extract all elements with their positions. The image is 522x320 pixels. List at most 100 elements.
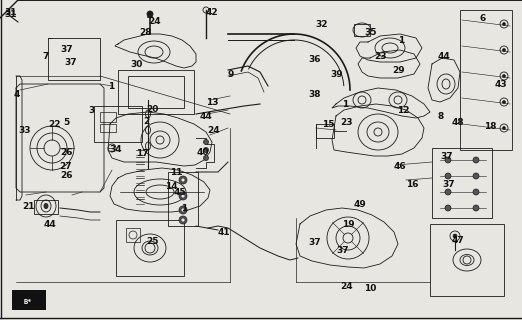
Text: 26: 26 [60,148,73,157]
Text: 44: 44 [44,220,57,229]
Circle shape [503,75,505,77]
Bar [48,38,100,80]
Text: 47: 47 [452,236,465,245]
Ellipse shape [44,204,48,209]
Text: 31: 31 [4,10,17,19]
Text: 46: 46 [394,162,407,171]
Text: 11: 11 [170,168,183,177]
Text: 16: 16 [406,180,419,189]
Circle shape [181,208,185,212]
Text: 2: 2 [143,117,149,126]
Text: 21: 21 [22,202,34,211]
Text: 24: 24 [207,126,220,135]
Text: 37: 37 [308,238,321,247]
Bar [100,124,116,132]
Text: 37: 37 [336,246,349,255]
Bar [94,106,142,142]
Text: 38: 38 [308,90,321,99]
Text: 24: 24 [340,282,353,291]
Text: 22: 22 [48,120,61,129]
Circle shape [445,189,451,195]
Circle shape [503,100,505,103]
Text: 18: 18 [484,122,496,131]
Bar [316,124,334,138]
Circle shape [179,192,187,200]
Circle shape [147,11,153,17]
Text: 24: 24 [148,17,161,26]
Text: 32: 32 [315,20,327,29]
Text: 37: 37 [440,152,453,161]
Bar [460,10,512,150]
Text: 28: 28 [139,28,151,37]
Text: 44: 44 [438,52,451,61]
Circle shape [181,194,185,198]
Text: 13: 13 [206,98,219,107]
Circle shape [503,126,505,130]
Bar [128,76,184,108]
Text: 49: 49 [354,200,367,209]
Text: 35: 35 [364,28,376,37]
Circle shape [204,156,208,161]
Circle shape [179,176,187,184]
Text: 40: 40 [197,148,209,157]
Text: 1: 1 [342,100,348,109]
Text: 8: 8 [438,112,444,121]
Text: 12: 12 [397,106,409,115]
Text: 5: 5 [63,118,69,127]
Circle shape [179,216,187,224]
Text: 7: 7 [42,52,49,61]
Text: 15: 15 [322,120,335,129]
Bar [12,290,46,310]
Bar [168,172,198,226]
Text: 3: 3 [88,106,94,115]
Bar [354,24,370,36]
Text: 48: 48 [452,118,465,127]
Text: 27: 27 [59,162,72,171]
Circle shape [204,148,208,153]
Text: 6: 6 [480,14,487,23]
Text: 14: 14 [165,182,177,191]
Text: 37: 37 [442,180,455,189]
Bar [116,220,184,276]
Text: 9: 9 [228,70,234,79]
Text: 43: 43 [495,80,507,89]
Text: 17: 17 [136,149,149,158]
Text: 42: 42 [206,8,219,17]
Bar [34,200,58,214]
Circle shape [473,189,479,195]
Circle shape [503,49,505,52]
Circle shape [445,173,451,179]
Text: 19: 19 [342,220,354,229]
Text: 23: 23 [340,118,352,127]
Bar [430,224,504,296]
Text: 45: 45 [174,188,187,197]
Circle shape [179,206,187,214]
Circle shape [503,22,505,26]
Text: 37: 37 [60,45,73,54]
Text: 30: 30 [130,60,143,69]
Text: 34: 34 [109,145,122,154]
Text: 1: 1 [181,204,187,213]
Text: 29: 29 [392,66,405,75]
Circle shape [181,218,185,222]
Text: 1: 1 [108,82,114,91]
Text: 39: 39 [330,70,342,79]
Text: 41: 41 [218,228,231,237]
Bar [118,70,194,114]
Text: 1: 1 [398,36,404,45]
Text: 33: 33 [18,126,30,135]
Circle shape [445,205,451,211]
Circle shape [204,140,208,145]
Bar [100,112,116,122]
Text: 26: 26 [60,171,73,180]
Circle shape [473,205,479,211]
Text: B*: B* [23,299,32,305]
Bar [432,148,492,218]
Text: 25: 25 [146,237,159,246]
Text: 44: 44 [200,112,213,121]
Circle shape [473,157,479,163]
Text: 31: 31 [4,8,17,17]
Text: 20: 20 [146,105,158,114]
Text: 4: 4 [14,90,20,99]
Text: 10: 10 [364,284,376,293]
